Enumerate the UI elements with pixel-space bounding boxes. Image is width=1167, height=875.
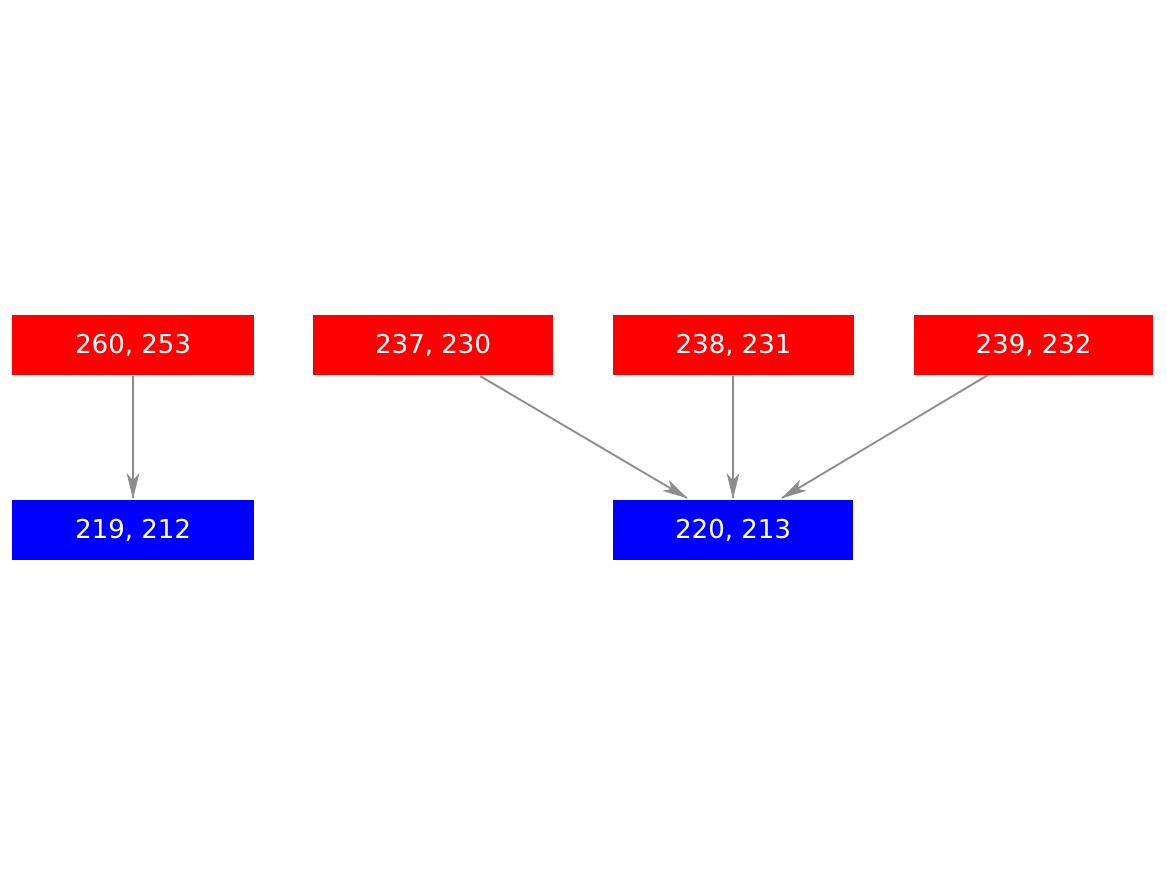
node-220-213: 220, 213: [613, 500, 853, 560]
node-label: 239, 232: [975, 330, 1092, 360]
node-237-230: 237, 230: [313, 315, 553, 375]
node-label: 220, 213: [675, 515, 791, 545]
node-239-232: 239, 232: [914, 315, 1153, 375]
node-238-231: 238, 231: [613, 315, 854, 375]
edge-239-232-to-220-213: [781, 374, 989, 499]
edge-237-230-to-220-213: [479, 375, 688, 499]
node-label: 237, 230: [375, 330, 491, 360]
node-label: 238, 231: [675, 330, 792, 360]
node-260-253: 260, 253: [12, 315, 254, 375]
node-219-212: 219, 212: [12, 500, 254, 560]
node-label: 260, 253: [75, 330, 191, 360]
node-label: 219, 212: [75, 515, 191, 545]
